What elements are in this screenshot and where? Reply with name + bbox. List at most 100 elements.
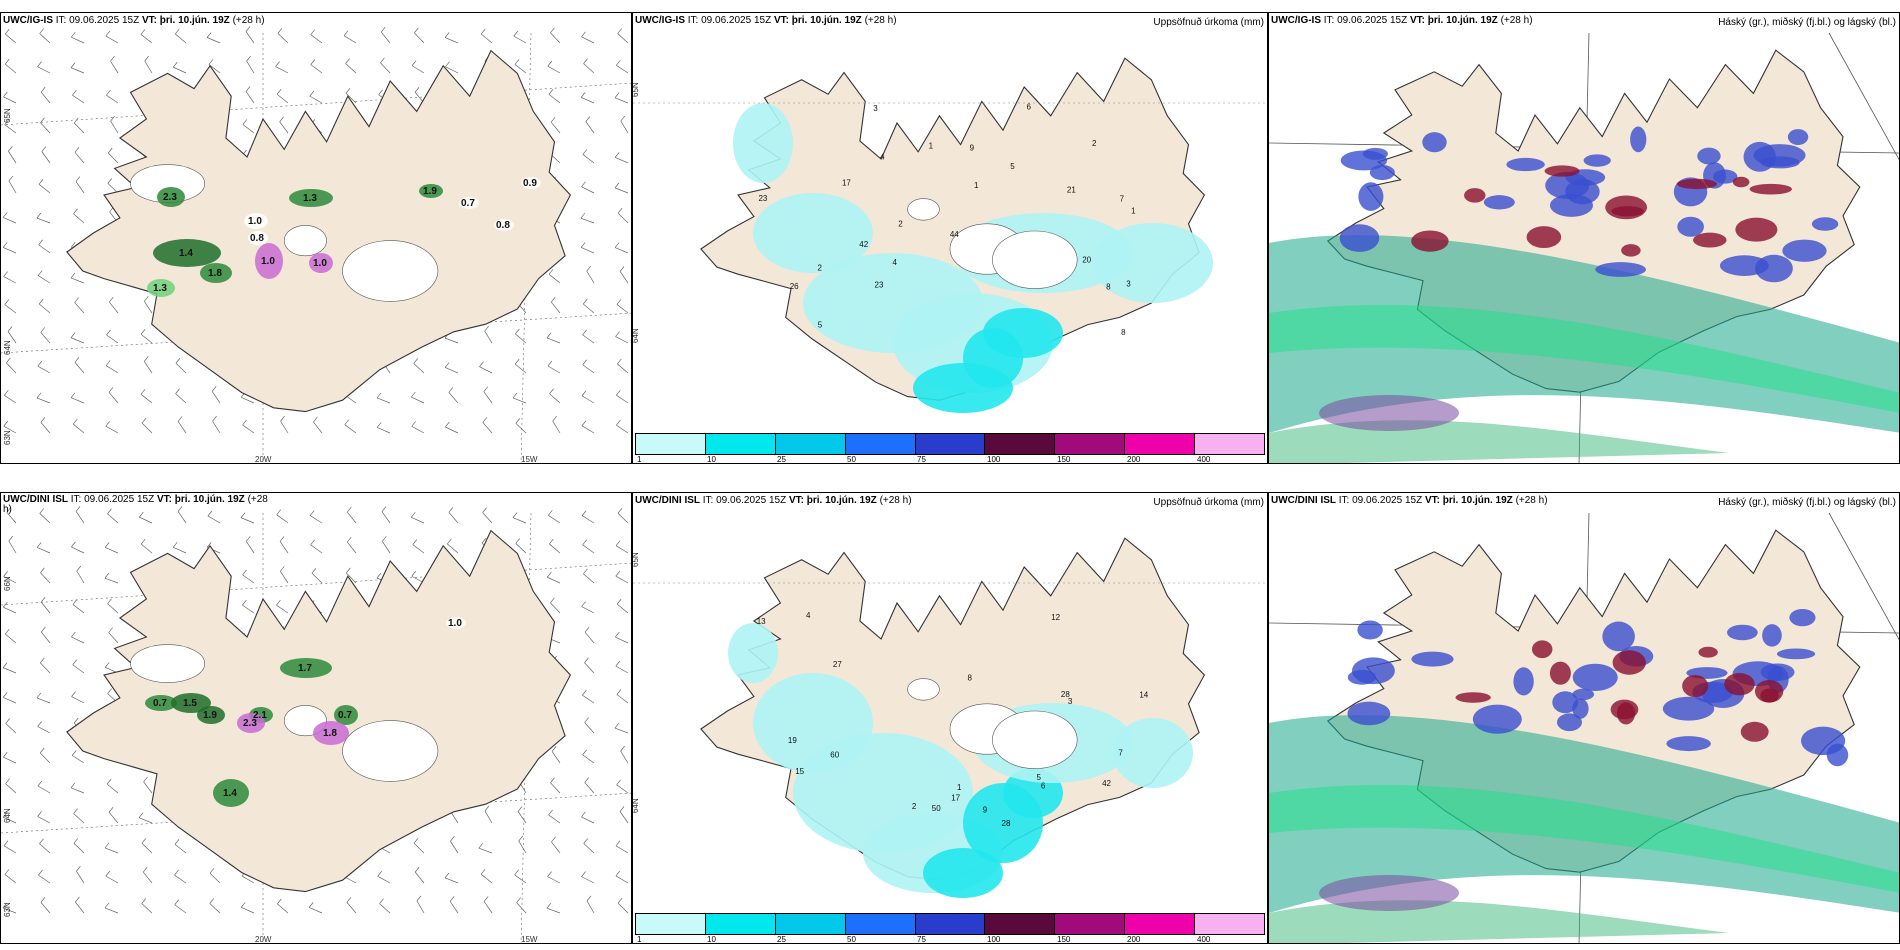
- wind-barb: [106, 89, 119, 104]
- wind-barb: [279, 116, 289, 134]
- precip-value: 0.7: [461, 198, 475, 209]
- wind-barb: [4, 119, 17, 134]
- wind-barb: [107, 178, 119, 194]
- wind-barb: [345, 58, 357, 74]
- wind-barb: [3, 751, 17, 764]
- lat-label: 63N: [3, 902, 12, 917]
- lat-label: 65N: [3, 108, 12, 123]
- wind-barb: [206, 32, 221, 44]
- parameter-label: Háský (gr.), miðský (fj.bl.) og lágský (…: [1718, 497, 1896, 508]
- wind-barb: [73, 117, 85, 134]
- wind-map: 1.9 0.7 0.9 0.8 1.0 0.8 1.3 1.4 1.8 1.3 1.0 1.0 2.3: [1, 26, 631, 463]
- wind-barb: [3, 271, 17, 284]
- wind-barb: [614, 722, 629, 734]
- wind-barb: [38, 239, 51, 254]
- wind-barb: [76, 565, 85, 584]
- wind-barb: [36, 212, 51, 224]
- wind-barb: [586, 265, 595, 284]
- wind-barb: [107, 147, 119, 164]
- mid-cloud: [1583, 154, 1611, 167]
- wind-barb: [36, 392, 51, 404]
- wind-barb: [37, 811, 51, 824]
- wind-barb: [515, 418, 527, 434]
- wind-barb: [141, 417, 153, 434]
- wind-barb: [276, 89, 289, 104]
- wind-barb: [4, 299, 17, 314]
- wind-barb: [108, 807, 119, 824]
- precip-value: 17: [951, 794, 960, 803]
- wind-barb: [242, 569, 255, 584]
- precip-blob: [153, 239, 221, 267]
- wind-barb: [104, 842, 119, 854]
- wind-barb: [40, 327, 51, 344]
- parameter-label: Uppsöfnuð úrkoma (mm): [1153, 17, 1264, 28]
- panel-title: UWC/IG-IS IT: 09.06.2025 15Z VT: þri. 10…: [1271, 15, 1533, 26]
- mid-cloud: [1719, 255, 1769, 276]
- colorbar-tick: 400: [1197, 455, 1211, 464]
- low-cloud: [1464, 188, 1486, 203]
- wind-barb: [548, 809, 561, 824]
- low-cloud: [1531, 640, 1553, 659]
- precip-value: 15: [795, 767, 804, 776]
- wind-barb: [617, 207, 629, 224]
- glacier: [907, 678, 940, 701]
- wind-barb: [38, 179, 51, 194]
- wind-barb: [36, 542, 51, 554]
- wind-barb: [582, 689, 595, 704]
- colorbar-tick: 400: [1197, 935, 1211, 944]
- high-cloud-band: [1269, 784, 1899, 893]
- wind-barb: [5, 778, 17, 794]
- wind-barb: [377, 871, 391, 884]
- mid-cloud: [1782, 239, 1827, 262]
- precip-blob: [157, 187, 185, 207]
- precip-map: 2 1 8 13 14 15 17 19 28 27 60 42 50 28 12 9 56 7 3 4: [633, 537, 1267, 898]
- wind-barb: [619, 266, 629, 284]
- wind-barb: [615, 570, 629, 584]
- glacier: [342, 240, 439, 302]
- wind-barb: [584, 657, 595, 674]
- wind-barb: [104, 542, 119, 554]
- wind-barb: [75, 176, 85, 194]
- wind-barb: [414, 866, 425, 884]
- wind-barb: [71, 631, 85, 644]
- precip-blob: [289, 189, 333, 207]
- wind-barb: [583, 838, 595, 854]
- low-cloud: [1549, 661, 1571, 685]
- wind-barb: [581, 390, 595, 404]
- wind-barb: [40, 897, 51, 914]
- wind-barb: [548, 89, 561, 104]
- wind-barb: [413, 358, 425, 374]
- wind-barb: [583, 568, 595, 584]
- low-cloud: [1676, 178, 1717, 190]
- colorbar-tick: 1: [637, 935, 642, 944]
- wind-barb: [277, 898, 289, 914]
- wind-barb: [40, 117, 51, 134]
- colorbar-tick: 75: [917, 455, 926, 464]
- wind-barb: [379, 898, 391, 914]
- wind-barb: [581, 181, 595, 194]
- precip-value: 1.9: [203, 710, 217, 721]
- lon-label: 15W: [521, 455, 538, 464]
- wind-barb: [70, 332, 85, 344]
- glacier: [342, 720, 439, 782]
- wind-barb: [73, 208, 85, 224]
- wind-barb: [381, 506, 391, 524]
- precip-value: 8: [1106, 282, 1111, 291]
- colorbar-tick: 25: [777, 455, 786, 464]
- wind-barb: [309, 510, 323, 524]
- wind-barb: [547, 60, 561, 74]
- mid-cloud: [1549, 193, 1594, 217]
- colorbar-tick: 150: [1057, 455, 1071, 464]
- precip-value: 1: [957, 783, 962, 792]
- wind-barb: [105, 360, 119, 374]
- precip-value: 1.0: [313, 258, 327, 269]
- panel-title: UWC/IG-IS IT: 09.06.2025 15Z VT: þri. 10…: [635, 15, 897, 26]
- mid-cloud: [1472, 704, 1522, 734]
- wind-barb: [72, 89, 85, 104]
- low-cloud: [1732, 176, 1750, 188]
- wind-barb: [445, 61, 459, 74]
- wind-barb: [346, 536, 357, 554]
- mid-cloud: [1513, 667, 1534, 696]
- high-cloud-band: [1269, 420, 1729, 463]
- precip-value: 14: [1139, 691, 1148, 700]
